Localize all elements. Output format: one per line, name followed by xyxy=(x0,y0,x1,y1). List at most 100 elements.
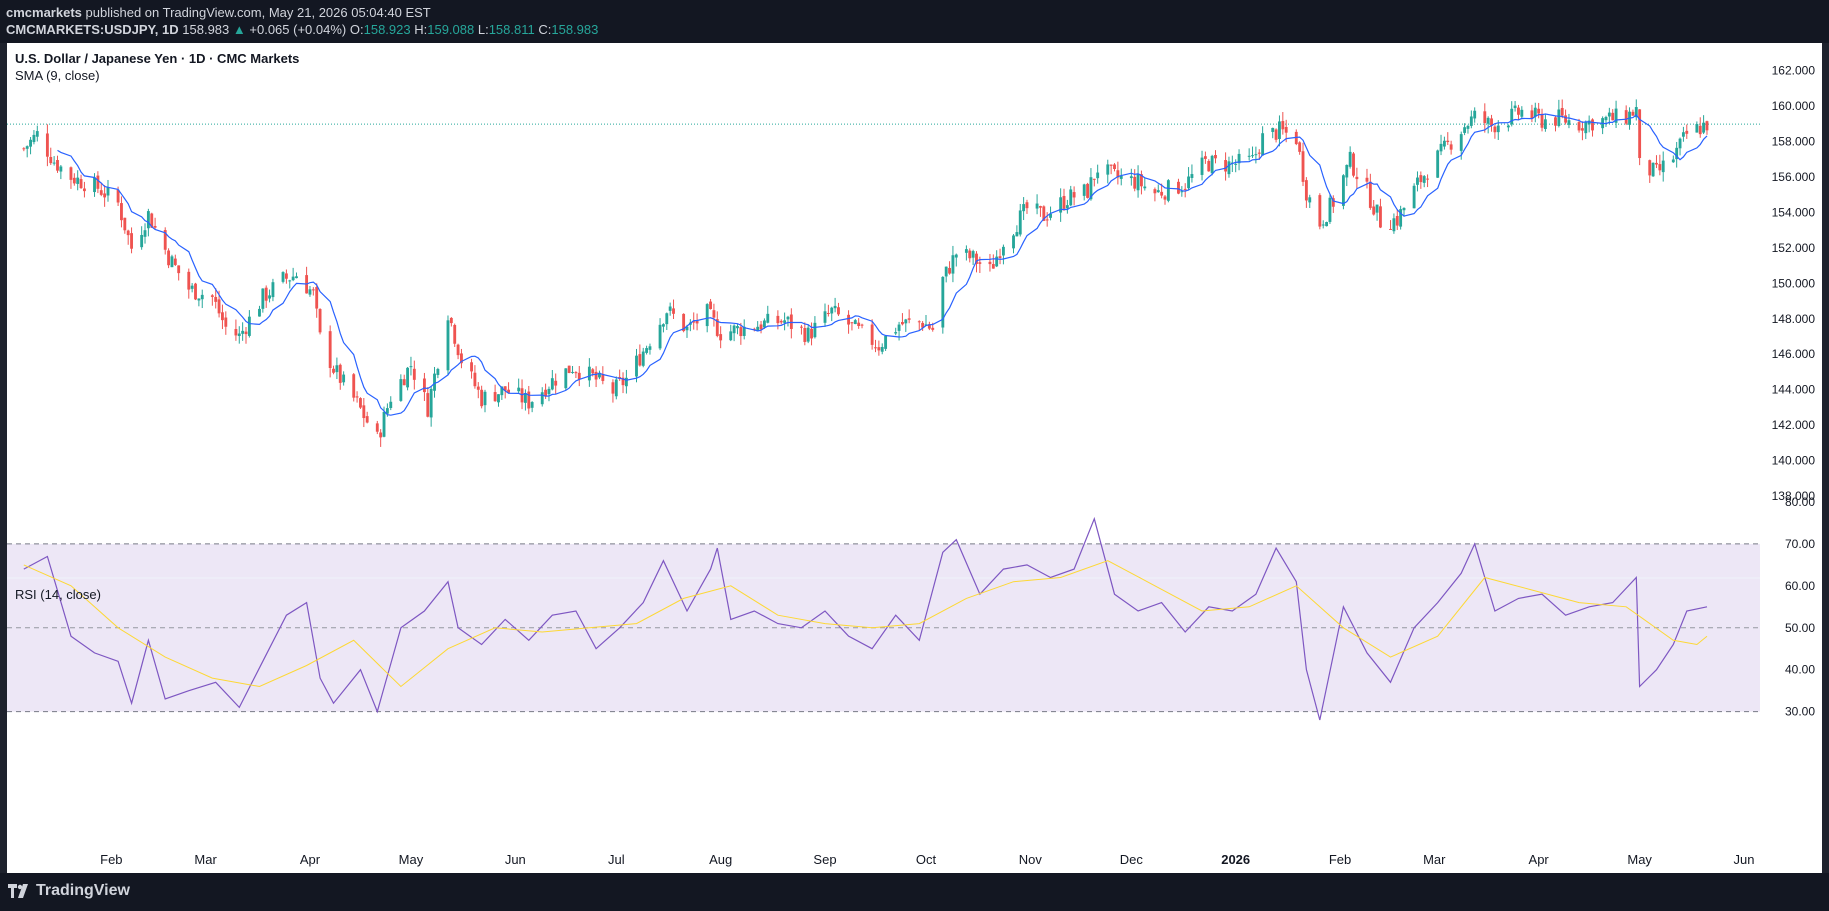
symbol-label[interactable]: CMCMARKETS:USDJPY, 1D xyxy=(6,22,179,37)
candle-body[interactable] xyxy=(668,306,672,311)
candle-body[interactable] xyxy=(1580,128,1584,131)
candle-body[interactable] xyxy=(288,280,292,282)
candle-body[interactable] xyxy=(685,326,689,331)
candle-body[interactable] xyxy=(1685,130,1689,134)
candle-body[interactable] xyxy=(1284,126,1288,133)
rsi-line[interactable] xyxy=(23,516,1708,721)
candle-body[interactable] xyxy=(385,408,389,414)
candle-body[interactable] xyxy=(224,317,228,327)
candle-body[interactable] xyxy=(1530,110,1534,119)
candle-body[interactable] xyxy=(1661,160,1665,173)
candle-body[interactable] xyxy=(645,348,649,353)
candle-body[interactable] xyxy=(56,160,59,171)
candle-body[interactable] xyxy=(786,316,790,320)
candle-body[interactable] xyxy=(1352,153,1355,176)
candle-body[interactable] xyxy=(648,346,652,350)
candle-body[interactable] xyxy=(739,327,743,337)
candle-body[interactable] xyxy=(1136,174,1140,191)
candle-body[interactable] xyxy=(1695,124,1699,133)
candle-body[interactable] xyxy=(944,266,948,277)
candle-body[interactable] xyxy=(860,324,864,326)
candle-body[interactable] xyxy=(789,314,793,329)
candle-body[interactable] xyxy=(497,394,500,403)
candle-body[interactable] xyxy=(1389,228,1392,230)
candle-body[interactable] xyxy=(123,217,127,231)
candle-body[interactable] xyxy=(402,379,406,386)
candle-body[interactable] xyxy=(1469,116,1473,126)
candle-body[interactable] xyxy=(1321,224,1325,226)
candle-body[interactable] xyxy=(1655,162,1658,165)
candle-body[interactable] xyxy=(658,324,662,349)
candle-body[interactable] xyxy=(624,377,628,387)
candle-body[interactable] xyxy=(82,188,86,192)
candle-body[interactable] xyxy=(1049,213,1052,218)
candle-body[interactable] xyxy=(1015,232,1019,237)
candle-body[interactable] xyxy=(1671,159,1675,163)
candle-body[interactable] xyxy=(776,315,780,324)
candle-body[interactable] xyxy=(517,387,521,392)
candle-body[interactable] xyxy=(1261,133,1265,156)
candle-body[interactable] xyxy=(900,322,904,325)
candle-body[interactable] xyxy=(1187,176,1190,189)
candle-body[interactable] xyxy=(833,305,837,309)
candle-body[interactable] xyxy=(991,264,995,269)
candle-body[interactable] xyxy=(1395,215,1399,226)
candle-body[interactable] xyxy=(271,282,275,298)
candle-body[interactable] xyxy=(150,213,154,228)
candle-body[interactable] xyxy=(635,355,638,377)
candle-body[interactable] xyxy=(964,249,968,253)
candle-body[interactable] xyxy=(1466,125,1470,129)
candle-body[interactable] xyxy=(527,391,531,409)
candle-body[interactable] xyxy=(1092,178,1096,180)
candle-body[interactable] xyxy=(1506,125,1510,128)
candle-body[interactable] xyxy=(998,256,1002,258)
candle-body[interactable] xyxy=(1624,110,1628,124)
candle-body[interactable] xyxy=(1207,160,1211,172)
candle-body[interactable] xyxy=(1227,161,1231,175)
candle-body[interactable] xyxy=(1348,151,1352,167)
candle-body[interactable] xyxy=(433,373,436,391)
candle-body[interactable] xyxy=(1022,204,1026,212)
candle-body[interactable] xyxy=(611,382,615,394)
candle-body[interactable] xyxy=(800,326,803,328)
candle-body[interactable] xyxy=(268,295,272,299)
candle-body[interactable] xyxy=(1355,176,1359,180)
candle-body[interactable] xyxy=(614,379,618,397)
candle-body[interactable] xyxy=(1446,140,1450,143)
candle-body[interactable] xyxy=(1490,118,1493,126)
candle-body[interactable] xyxy=(103,193,107,198)
candle-body[interactable] xyxy=(779,320,783,323)
candle-body[interactable] xyxy=(365,416,369,423)
candle-body[interactable] xyxy=(975,253,978,264)
candle-body[interactable] xyxy=(247,316,251,336)
candle-body[interactable] xyxy=(1634,107,1638,118)
candle-body[interactable] xyxy=(1463,127,1467,133)
candle-body[interactable] xyxy=(880,346,884,352)
candle-body[interactable] xyxy=(318,309,322,333)
candle-body[interactable] xyxy=(241,330,245,334)
candle-body[interactable] xyxy=(399,379,403,401)
candle-body[interactable] xyxy=(847,314,851,325)
candle-body[interactable] xyxy=(93,177,96,193)
candle-body[interactable] xyxy=(382,411,386,437)
candle-body[interactable] xyxy=(422,378,426,393)
candle-body[interactable] xyxy=(1069,189,1073,206)
candle-body[interactable] xyxy=(1368,181,1372,208)
candle-body[interactable] xyxy=(1459,134,1463,151)
candle-body[interactable] xyxy=(665,313,669,325)
candle-body[interactable] xyxy=(719,334,723,341)
candle-body[interactable] xyxy=(1082,184,1086,196)
candle-body[interactable] xyxy=(45,133,49,157)
candle-body[interactable] xyxy=(830,307,834,314)
brand-logo[interactable]: TradingView xyxy=(8,882,130,900)
candle-body[interactable] xyxy=(1510,108,1514,125)
candle-body[interactable] xyxy=(826,312,830,314)
candle-body[interactable] xyxy=(907,318,911,320)
candle-body[interactable] xyxy=(32,134,36,143)
candle-body[interactable] xyxy=(217,299,221,314)
candle-body[interactable] xyxy=(857,322,861,326)
candle-body[interactable] xyxy=(1678,138,1682,149)
candle-body[interactable] xyxy=(783,320,787,323)
candle-body[interactable] xyxy=(951,255,955,274)
candle-body[interactable] xyxy=(574,372,578,374)
